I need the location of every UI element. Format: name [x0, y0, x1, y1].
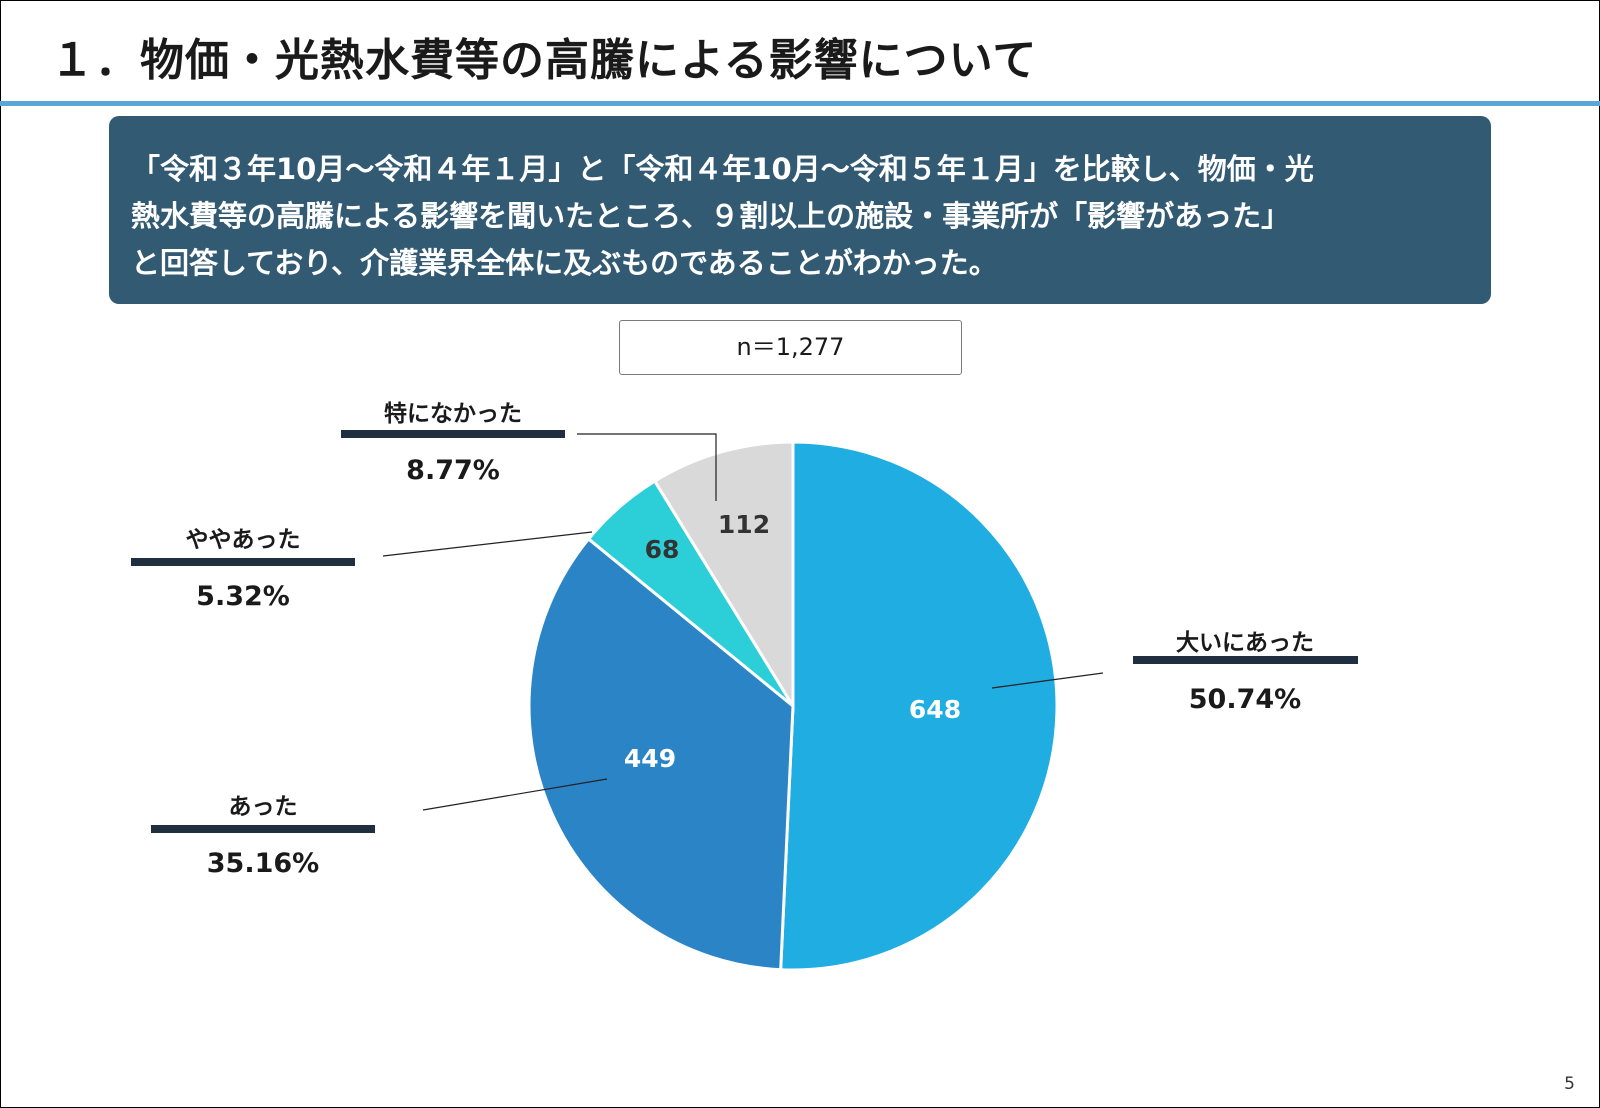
leader-line — [422, 778, 608, 811]
summary-line: 熱水費等の高騰による影響を聞いたところ、９割以上の施設・事業所が「影響があった」 — [131, 199, 1291, 233]
slice-percent-label: 50.74% — [1189, 684, 1301, 715]
title-underline — [0, 101, 1600, 106]
slice-category-label: 大いにあった — [1176, 630, 1314, 656]
slice-value-label: 112 — [718, 510, 770, 539]
pie-slice — [779, 440, 1059, 972]
slice-value-label: 68 — [645, 535, 680, 564]
sample-size-box: n＝1,277 — [619, 320, 962, 375]
slice-percent-label: 8.77% — [406, 455, 500, 486]
page-number: 5 — [1564, 1074, 1575, 1094]
slice-category-label: ややあった — [186, 527, 301, 553]
leader-line — [991, 672, 1104, 689]
summary-box: 「令和３年10月～令和４年１月」と「令和４年10月～令和５年１月」を比較し、物価… — [109, 116, 1491, 304]
slice-value-label: 449 — [624, 744, 676, 773]
pie-slice — [652, 440, 795, 712]
slice-percent-label: 35.16% — [207, 848, 319, 879]
summary-line: 「令和３年10月～令和４年１月」と「令和４年10月～令和５年１月」を比較し、物価… — [131, 152, 1314, 186]
pie-slice — [527, 536, 795, 972]
slice-percent-label: 5.32% — [196, 581, 290, 612]
leader-line — [382, 531, 593, 557]
slice-category-label: 特になかった — [384, 401, 522, 427]
leader-line — [577, 433, 717, 501]
slice-category-label: あった — [229, 794, 298, 820]
summary-line: と回答しており、介護業界全体に及ぶものであることがわかった。 — [131, 246, 998, 280]
page-title: １．物価・光熱水費等の高騰による影響について — [50, 35, 1038, 86]
slice-value-label: 648 — [909, 695, 961, 724]
